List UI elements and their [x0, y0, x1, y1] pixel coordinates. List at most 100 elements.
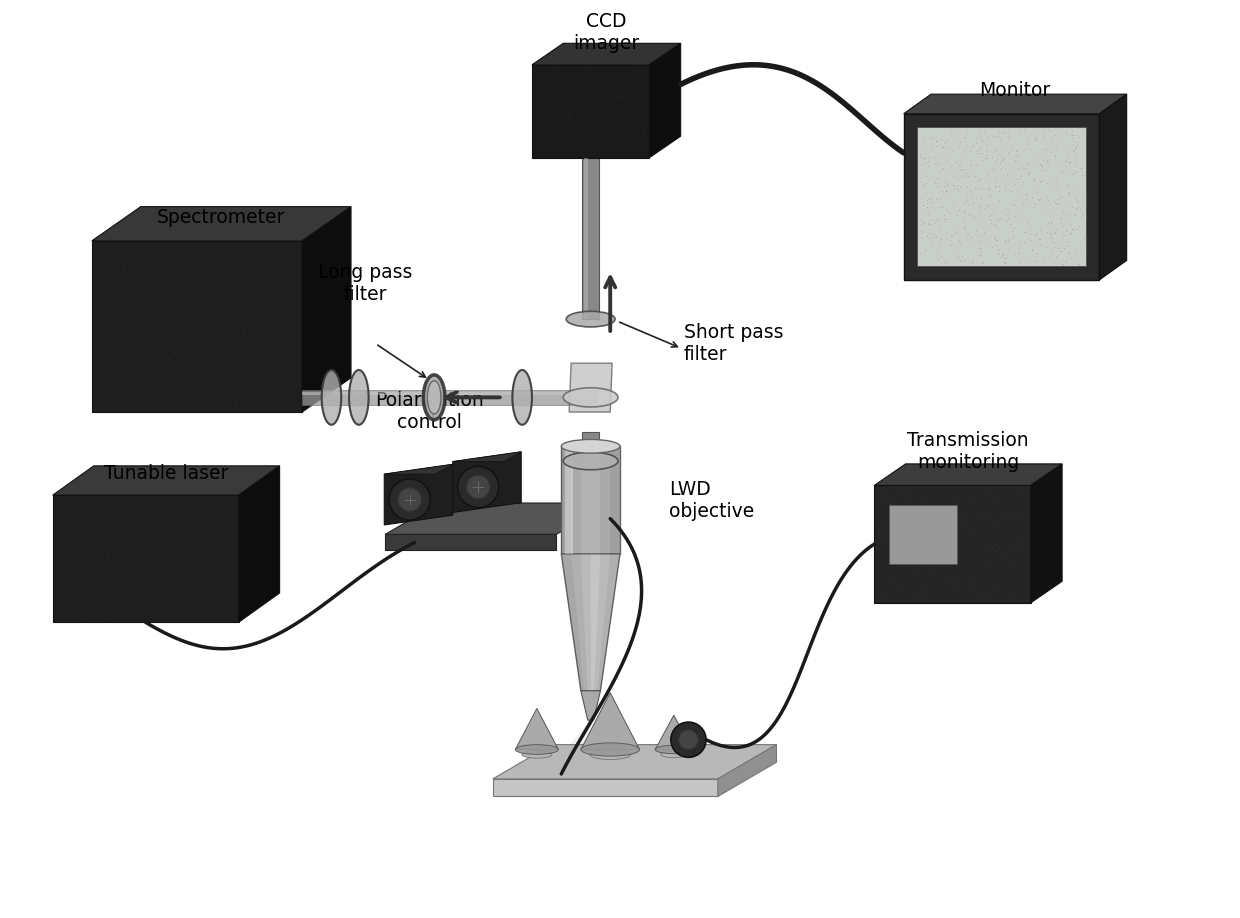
Point [919, 192, 939, 207]
Point [144, 328, 164, 342]
Point [593, 107, 613, 122]
Point [1017, 138, 1037, 152]
Point [122, 240, 141, 254]
Point [980, 222, 999, 237]
Point [880, 497, 900, 511]
Point [1060, 238, 1080, 252]
Point [1006, 197, 1025, 212]
Circle shape [398, 487, 422, 511]
Point [148, 268, 167, 283]
Point [960, 184, 980, 198]
Circle shape [466, 476, 490, 498]
Point [213, 579, 233, 594]
Point [986, 178, 1006, 193]
Point [954, 162, 973, 176]
Point [985, 490, 1004, 505]
Point [50, 560, 69, 575]
Point [93, 308, 113, 322]
Point [278, 393, 298, 408]
Polygon shape [718, 744, 776, 797]
Point [945, 170, 965, 185]
Point [616, 128, 636, 142]
Point [971, 191, 991, 206]
Point [1024, 199, 1044, 214]
Point [910, 150, 930, 164]
Bar [584, 158, 588, 319]
Point [229, 259, 249, 274]
Point [221, 518, 241, 532]
Point [56, 553, 76, 567]
Polygon shape [874, 486, 1030, 603]
Point [921, 190, 941, 205]
Point [913, 197, 932, 212]
Point [538, 97, 558, 112]
Point [97, 345, 117, 360]
Point [1071, 209, 1091, 224]
Point [184, 519, 203, 533]
Point [1058, 238, 1078, 252]
Point [951, 253, 971, 268]
Point [87, 331, 107, 346]
Point [1017, 248, 1037, 263]
Point [191, 356, 211, 371]
Point [944, 177, 963, 192]
Point [976, 151, 996, 165]
Point [146, 337, 166, 352]
Point [102, 520, 122, 534]
Point [926, 192, 946, 207]
Point [170, 262, 190, 276]
Point [1024, 181, 1044, 196]
Point [625, 85, 645, 100]
Point [1060, 154, 1080, 169]
Point [1028, 192, 1048, 207]
Point [154, 517, 174, 532]
Point [100, 579, 120, 594]
Point [1003, 174, 1023, 189]
Point [264, 342, 284, 357]
Point [544, 96, 564, 111]
Point [1047, 141, 1066, 156]
Polygon shape [904, 95, 1127, 114]
Point [1028, 156, 1048, 171]
Point [186, 252, 206, 266]
Point [146, 530, 166, 544]
Point [988, 221, 1008, 236]
Point [250, 368, 270, 383]
Point [87, 552, 107, 566]
Point [207, 386, 227, 400]
Point [1053, 123, 1073, 138]
Point [970, 241, 990, 255]
Point [1071, 127, 1091, 141]
Point [1043, 143, 1063, 158]
Point [915, 151, 935, 165]
Point [1060, 251, 1080, 265]
Point [146, 280, 166, 295]
Point [1014, 549, 1034, 564]
Point [1017, 575, 1037, 589]
Point [181, 344, 201, 359]
Point [196, 571, 216, 586]
Point [91, 284, 110, 298]
Point [926, 230, 946, 244]
Point [1025, 132, 1045, 147]
Point [936, 164, 956, 179]
Point [977, 585, 997, 599]
Point [972, 134, 992, 149]
Point [914, 178, 934, 193]
Point [921, 563, 941, 577]
Point [981, 186, 1001, 201]
Bar [889, 505, 957, 564]
Point [1068, 253, 1087, 268]
Point [961, 524, 981, 539]
Point [1066, 164, 1086, 179]
Point [1061, 124, 1081, 139]
Point [241, 385, 260, 399]
Point [913, 131, 932, 146]
Point [1008, 172, 1028, 186]
Point [946, 161, 966, 175]
Point [928, 158, 947, 173]
Point [102, 572, 122, 587]
Polygon shape [562, 554, 620, 691]
Point [1042, 230, 1061, 244]
Point [215, 326, 234, 341]
